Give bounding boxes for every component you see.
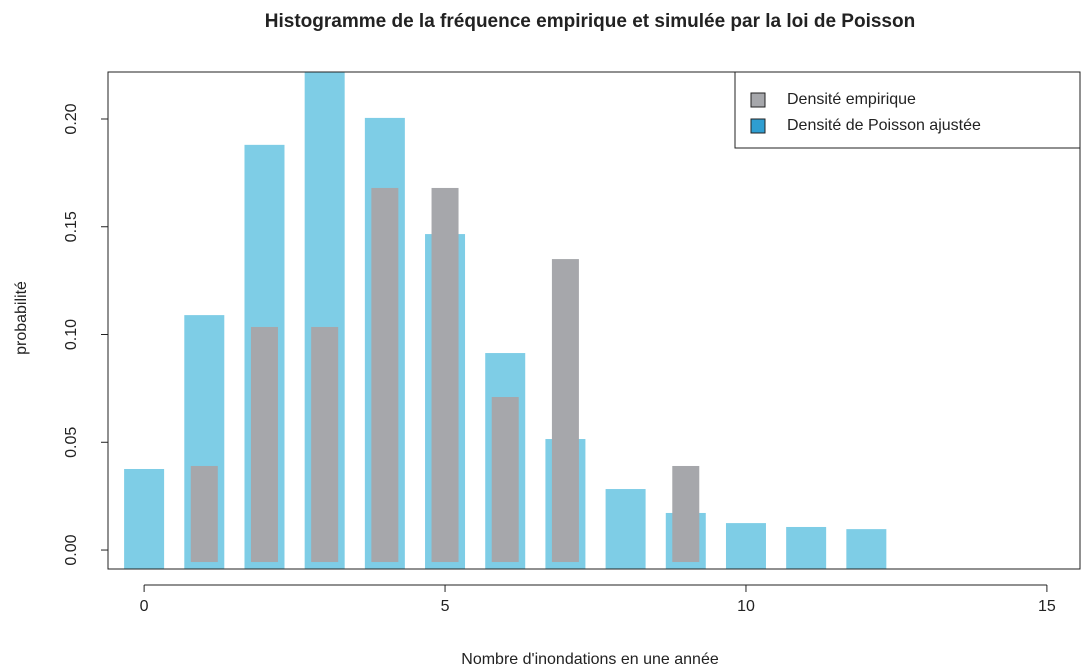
x-axis-label: Nombre d'inondations en une année bbox=[461, 651, 719, 668]
bar bbox=[371, 187, 399, 563]
bar bbox=[250, 326, 278, 563]
bar bbox=[311, 326, 339, 563]
x-tick-label: 15 bbox=[1038, 598, 1056, 615]
legend-swatch bbox=[750, 118, 766, 134]
y-tick-label: 0.10 bbox=[63, 319, 80, 350]
legend-box bbox=[734, 71, 1081, 149]
y-tick-label: 0.05 bbox=[63, 427, 80, 458]
bar bbox=[786, 526, 827, 569]
bar bbox=[551, 259, 579, 563]
x-tick-label: 5 bbox=[441, 598, 450, 615]
legend-swatch bbox=[750, 92, 766, 108]
y-tick-label: 0.20 bbox=[63, 103, 80, 134]
plot-area bbox=[124, 72, 887, 569]
bar bbox=[725, 523, 766, 569]
y-axis-label: probabilité bbox=[13, 281, 30, 355]
bar bbox=[124, 468, 165, 569]
bar bbox=[491, 397, 519, 563]
bar bbox=[672, 465, 700, 563]
x-tick-label: 0 bbox=[140, 598, 149, 615]
x-tick-label: 10 bbox=[737, 598, 755, 615]
chart-title: Histogramme de la fréquence empirique et… bbox=[265, 11, 915, 32]
legend-label: Densité de Poisson ajustée bbox=[787, 117, 981, 134]
bar bbox=[190, 465, 218, 563]
y-tick-label: 0.00 bbox=[63, 534, 80, 565]
legend-label: Densité empirique bbox=[787, 91, 916, 108]
bar bbox=[431, 187, 459, 563]
bar bbox=[605, 489, 646, 569]
bar bbox=[846, 529, 887, 569]
y-tick-label: 0.15 bbox=[63, 211, 80, 242]
